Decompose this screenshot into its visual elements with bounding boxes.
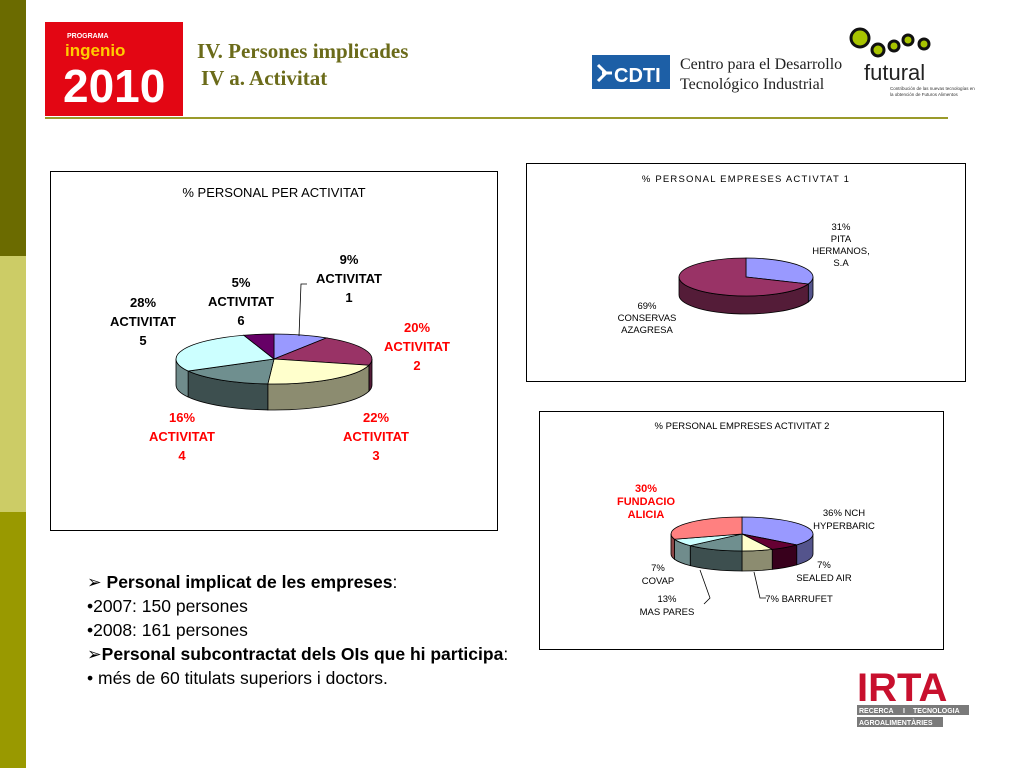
chart-personal-empreses-activitat1: 31% PITA HERMANOS, S.A 69% CONSERVAS AZAGRESA%… <box>526 163 966 382</box>
bullet-1: ➢ Personal implicat de les empreses: <box>87 572 398 592</box>
pie-label-2: 69% CONSERVAS AZAGRESA <box>618 301 677 336</box>
pie-slice-5 <box>175 334 275 372</box>
chart-title: % PERSONAL EMPRESES ACTIVTAT 1 <box>642 174 850 185</box>
bullet-5: • més de 60 titulats superiors i doctors… <box>87 668 388 688</box>
chart-personal-per-activitat: 9% ACTIVITAT 1 20% ACTIVITAT 2 22% ACTIVITAT 3 16… <box>50 171 498 531</box>
ingenio-logo-year: 2010 <box>63 60 165 112</box>
pie-label-6: 30% FUNDACIO ALICIA <box>617 483 675 521</box>
pie-leader-line-1 <box>298 283 307 337</box>
bullet-3: •2008: 161 persones <box>87 620 248 640</box>
pie-label-1: 9% ACTIVITAT 1 <box>316 252 382 305</box>
pie-label-2: 20% ACTIVITAT 2 <box>384 320 450 373</box>
pie-label-5: 28% ACTIVITAT 5 <box>110 295 176 348</box>
chart-title: % PERSONAL PER ACTIVITAT <box>182 185 365 200</box>
bullet-4: ➢Personal subcontractat dels OIs que hi … <box>87 644 509 664</box>
pie-label-1: 36% NCH HYPERBARIC <box>813 508 875 532</box>
chart3-svg: 36% NCH HYPERBARIC 7% SEALED AIR 7% BARRUFET… <box>617 421 875 618</box>
pie-label-5: 7% COVAP <box>642 563 675 587</box>
pie-slice-2 <box>678 257 810 297</box>
arrow-bullet-icon: ➢ <box>87 572 107 592</box>
irta-logo-name: IRTA <box>857 666 947 710</box>
arrow-bullet-icon: ➢ <box>87 644 102 664</box>
ingenio-logo-top: PROGRAMA <box>67 33 109 40</box>
pie-slice-6 <box>670 516 743 540</box>
chart-personal-empreses-activitat2: 36% NCH HYPERBARIC 7% SEALED AIR 7% BARRUFET… <box>539 411 944 650</box>
irta-logo-w2: I <box>903 708 905 715</box>
chart1-svg: 9% ACTIVITAT 120% ACTIVITAT 2 22% ACTIVITAT 3 16… <box>110 185 450 463</box>
pie-slice-6 <box>242 333 275 360</box>
chart-title: % PERSONAL EMPRESES ACTIVITAT 2 <box>655 421 830 432</box>
cdti-arrow-icon <box>596 63 612 83</box>
ingenio-2010-logo: PROGRAMA ingenio 2010 <box>45 22 183 116</box>
header-divider <box>45 117 948 119</box>
pie-label-4: 13% MAS PARES <box>640 594 695 618</box>
pie-label-2: 7% SEALED AIR <box>796 560 852 584</box>
pie-label-6: 5% ACTIVITAT 6 <box>208 275 274 328</box>
sidebar-band-olive <box>0 512 26 768</box>
cdti-logo-line2: Tecnológico Industrial <box>680 76 825 93</box>
irta-logo-w3: TECNOLOGIA <box>913 708 960 715</box>
page-title-line2: IV a. Activitat <box>201 66 328 90</box>
pie-slice-1 <box>745 257 814 285</box>
cdti-logo: CDTI Centro para el Desarrollo Tecnológi… <box>592 55 842 93</box>
futural-dots-icon <box>849 27 931 58</box>
futural-logo-name: futural <box>864 60 925 85</box>
futural-logo: futural Contribución de las nuevas tecno… <box>849 27 975 97</box>
pie-label-4: 16% ACTIVITAT 4 <box>149 410 215 463</box>
sidebar-band-light <box>0 256 26 512</box>
irta-logo: IRTA RECERCA I TECNOLOGIA AGROALIMENTÀRI… <box>857 666 969 727</box>
pie-slice-3 <box>267 358 370 385</box>
bullet-2: •2007: 150 persones <box>87 596 248 616</box>
cdti-logo-line1: Centro para el Desarrollo <box>680 56 842 73</box>
sidebar-band-dark <box>0 0 26 256</box>
irta-logo-w1: RECERCA <box>859 708 894 715</box>
pie-label-3: 22% ACTIVITAT 3 <box>343 410 409 463</box>
pie-label-1: 31% PITA HERMANOS, S.A <box>812 222 870 269</box>
pie-leader-line-3 <box>753 571 766 599</box>
pie-leader-line-4 <box>699 569 711 605</box>
futural-logo-tagline1: Contribución de las nuevas tecnologías e… <box>890 86 975 91</box>
pie-label-3: 7% BARRUFET <box>765 594 833 605</box>
page-title: IV. Persones implicades IV a. Activitat <box>197 38 408 92</box>
futural-logo-tagline2: la obtención de Futuros Alimentos <box>890 92 959 97</box>
pie-slice-4 <box>186 358 275 385</box>
cdti-logo-abbr: CDTI <box>614 65 661 87</box>
irta-logo-w4: AGROALIMENTÀRIES <box>859 718 933 727</box>
pie-slice-side-3 <box>741 548 773 572</box>
pie-slice-2 <box>273 337 373 366</box>
bullet-list: ➢ Personal implicat de les empreses: •20… <box>87 570 527 690</box>
chart2-svg: 31% PITA HERMANOS, S.A 69% CONSERVAS AZAGRESA%… <box>618 174 870 336</box>
page-title-line1: IV. Persones implicades <box>197 39 409 63</box>
pie-slice-1 <box>741 516 814 546</box>
ingenio-logo-brand: ingenio <box>65 41 125 60</box>
